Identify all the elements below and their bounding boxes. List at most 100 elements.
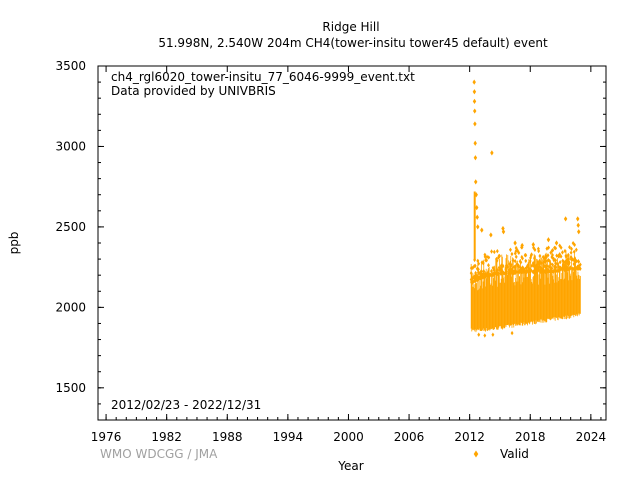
data-point <box>534 269 538 275</box>
data-point <box>482 268 486 274</box>
data-point <box>538 253 542 259</box>
data-point <box>565 258 569 263</box>
data-point <box>504 269 508 274</box>
data-point <box>563 248 567 254</box>
data-point-outlier <box>501 229 506 235</box>
data-point <box>570 246 573 252</box>
data-point <box>510 251 514 257</box>
data-point <box>493 270 497 276</box>
data-point <box>554 258 558 263</box>
data-point-outlier <box>576 222 580 228</box>
data-point-low <box>510 330 514 336</box>
data-point <box>491 265 495 271</box>
data-point <box>495 248 499 254</box>
y-tick-label: 3000 <box>55 139 86 153</box>
data-point <box>500 263 503 269</box>
data-point <box>480 273 484 278</box>
data-point <box>528 258 532 264</box>
data-point <box>489 272 493 277</box>
data-point <box>495 256 498 262</box>
x-tick-label: 2006 <box>394 430 425 444</box>
data-point <box>557 264 561 269</box>
data-point <box>473 263 477 269</box>
data-point-outlier <box>563 216 568 222</box>
data-point <box>501 269 505 275</box>
data-point-outlier <box>473 140 477 146</box>
x-tick-label: 1976 <box>91 430 122 444</box>
data-point-outlier <box>475 205 479 211</box>
data-point-low <box>483 333 487 338</box>
data-point-outlier <box>513 240 517 246</box>
data-point <box>514 254 518 260</box>
data-point-outlier <box>554 240 559 246</box>
data-point <box>576 258 580 264</box>
data-point <box>475 266 479 271</box>
data-point <box>471 265 475 271</box>
data-point-outlier <box>472 79 476 85</box>
data-point <box>554 265 558 270</box>
data-point <box>483 254 487 260</box>
data-point <box>553 268 557 273</box>
data-point <box>499 271 503 276</box>
data-point-outlier <box>531 242 536 248</box>
data-point <box>533 255 536 261</box>
data-point <box>520 267 524 272</box>
x-axis-ticks: 1976 1982 1988 1994 2000 2006 2012 2018 2024 <box>91 66 606 444</box>
data-point <box>570 256 574 261</box>
data-point <box>532 245 536 250</box>
data-point <box>471 279 475 284</box>
data-point <box>504 263 508 268</box>
data-point-outlier <box>489 232 493 238</box>
data-point <box>558 260 562 265</box>
data-point <box>564 253 568 258</box>
data-point <box>487 263 490 268</box>
data-point <box>524 258 528 264</box>
data-point <box>511 270 515 276</box>
data-point <box>566 266 570 272</box>
data-point <box>523 252 527 258</box>
data-point-outlier <box>577 229 581 235</box>
y-axis-label: ppb <box>7 232 21 255</box>
data-point <box>495 271 499 277</box>
data-point-outlier <box>472 98 477 104</box>
data-point <box>520 254 524 260</box>
data-point <box>555 253 559 258</box>
data-layer <box>469 79 582 338</box>
data-point <box>473 257 477 263</box>
data-point <box>513 265 517 270</box>
credit-text: WMO WDCGG / JMA <box>100 447 218 461</box>
data-point <box>517 250 521 256</box>
y-tick-label: 3500 <box>55 59 86 73</box>
data-point <box>495 268 498 273</box>
data-point <box>509 247 512 252</box>
data-point <box>554 261 558 266</box>
data-point-outlier <box>490 150 494 156</box>
data-point <box>474 270 478 276</box>
data-point <box>504 267 508 273</box>
data-point <box>498 266 502 271</box>
y-tick-label: 2500 <box>55 220 86 234</box>
data-point <box>544 258 548 264</box>
data-point <box>490 268 493 274</box>
data-point <box>529 253 533 258</box>
data-point-outlier <box>546 237 551 243</box>
data-point <box>483 272 487 278</box>
data-point <box>528 267 532 272</box>
data-point <box>546 269 550 274</box>
data-point <box>550 248 554 253</box>
data-point-outlier <box>576 216 580 222</box>
data-point <box>513 258 517 264</box>
data-point <box>476 258 480 264</box>
data-point <box>540 269 544 274</box>
data-point <box>572 261 576 267</box>
data-point <box>573 257 576 262</box>
data-point <box>558 243 562 248</box>
data-point <box>544 255 548 260</box>
data-point <box>567 260 571 265</box>
data-point <box>568 244 572 250</box>
data-point <box>487 255 491 260</box>
x-tick-label: 1988 <box>212 430 243 444</box>
data-point-low <box>477 332 481 337</box>
data-point-outlier <box>472 89 477 95</box>
legend-marker-diamond-icon <box>473 450 479 458</box>
